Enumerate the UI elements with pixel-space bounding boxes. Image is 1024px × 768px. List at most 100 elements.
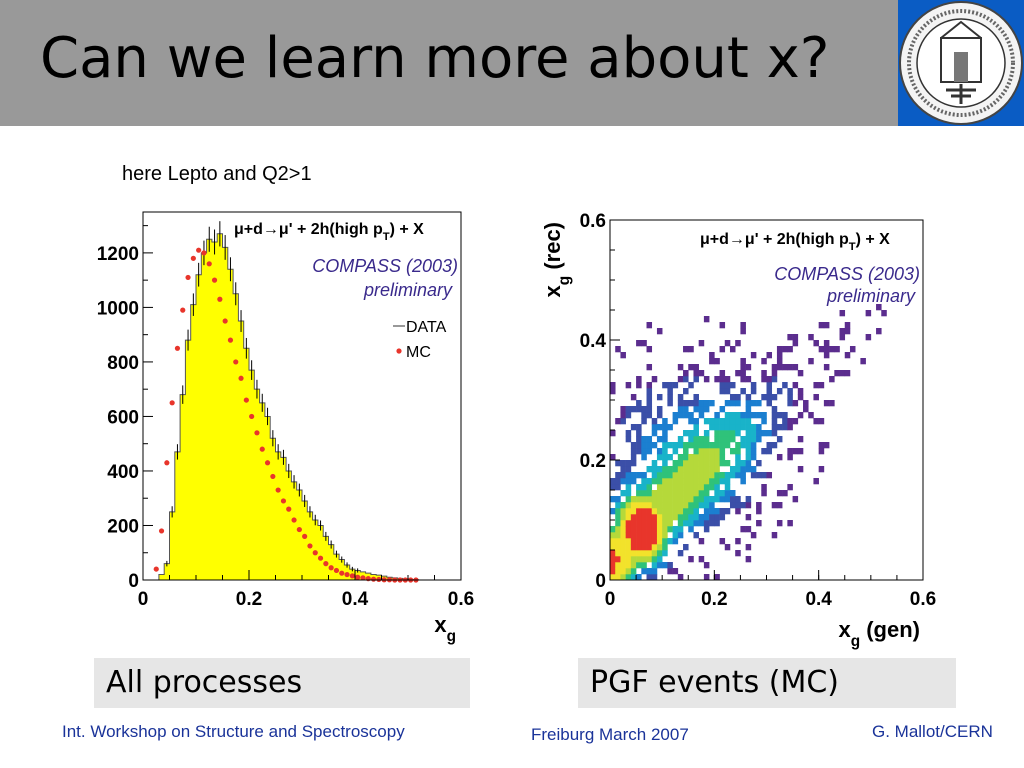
heatmap-cell xyxy=(818,442,825,449)
heatmap-cell xyxy=(735,424,741,431)
heatmap-cell xyxy=(818,466,825,473)
heatmap-cell xyxy=(766,394,773,401)
heatmap-cell xyxy=(641,490,647,497)
heatmap-cell xyxy=(641,568,647,575)
mc-point xyxy=(280,498,287,504)
heatmap-cell xyxy=(620,574,626,581)
heatmap-cell xyxy=(703,520,710,527)
heatmap-cell xyxy=(865,310,872,317)
heatmap-cell xyxy=(776,412,783,419)
heatmap-cell xyxy=(782,412,788,419)
heatmap-cell xyxy=(615,418,621,425)
heatmap-cell xyxy=(677,532,684,539)
heatmap-cell xyxy=(620,550,626,557)
heatmap-cell xyxy=(656,544,663,551)
heatmap-cell xyxy=(698,442,705,449)
heatmap-cell xyxy=(829,376,835,383)
heatmap-cell xyxy=(620,502,626,509)
heatmap-cell xyxy=(703,496,710,503)
heatmap-cell xyxy=(651,544,658,551)
heatmap-cell xyxy=(703,574,710,581)
heatmap-cell xyxy=(662,514,668,521)
heatmap-cell xyxy=(745,454,752,461)
mc-point xyxy=(217,296,223,302)
heatmap-cell xyxy=(630,520,637,527)
heatmap-cell xyxy=(719,508,726,515)
heatmap-cell xyxy=(610,526,616,533)
heatmap-cell xyxy=(761,358,767,365)
heatmap-cell xyxy=(703,460,710,467)
heatmap-cell xyxy=(698,370,705,377)
heatmap-cell xyxy=(771,442,778,449)
heatmap-cell xyxy=(620,490,626,497)
heatmap-cell xyxy=(651,520,658,527)
heatmap-cell xyxy=(651,424,658,431)
heatmap-cell xyxy=(698,454,705,461)
heatmap-cell xyxy=(615,538,621,545)
heatmap-cell xyxy=(677,472,684,479)
heatmap-cell xyxy=(625,514,632,521)
heatmap-cell xyxy=(693,490,699,497)
heatmap-cell xyxy=(823,322,830,329)
heatmap-cell xyxy=(745,364,752,371)
heatmap-cell xyxy=(714,430,720,437)
y-tick-label: 800 xyxy=(107,353,139,374)
heatmap-cell xyxy=(630,448,637,455)
heatmap-cell xyxy=(729,490,736,497)
heatmap-cell xyxy=(761,430,767,437)
heatmap-cell xyxy=(641,412,647,419)
mc-point xyxy=(222,318,228,324)
heatmap-cell xyxy=(714,514,720,521)
heatmap-cell xyxy=(636,406,642,413)
mc-point xyxy=(312,550,318,556)
heatmap-cell xyxy=(651,526,658,533)
heatmap-cell xyxy=(714,424,720,431)
heatmap-cell xyxy=(771,364,778,371)
heatmap-cell xyxy=(688,520,694,527)
heatmap-cell xyxy=(641,508,647,515)
x-tick-label: 0.4 xyxy=(342,589,369,610)
heatmap-cell xyxy=(709,352,715,359)
heatmap-cell xyxy=(620,466,626,473)
heatmap-cell xyxy=(698,460,705,467)
mc-point xyxy=(370,576,377,582)
heatmap-cell xyxy=(636,532,642,539)
heatmap-cell xyxy=(630,424,637,431)
heatmap-cell xyxy=(693,424,699,431)
heatmap-cell xyxy=(615,472,621,479)
heatmap-cell xyxy=(724,340,731,347)
mc-point xyxy=(317,555,324,561)
heatmap-cell xyxy=(766,442,773,449)
y-tick-label: 1200 xyxy=(97,244,139,265)
heatmap-cell xyxy=(719,442,726,449)
heatmap-cell xyxy=(750,388,757,395)
heatmap-cell xyxy=(651,556,658,563)
heatmap-cell xyxy=(641,406,647,413)
heatmap-cell xyxy=(693,514,699,521)
heatmap-cell xyxy=(709,496,715,503)
heatmap-cell xyxy=(709,448,715,455)
heatmap-cell xyxy=(787,346,793,353)
heatmap-cell xyxy=(740,436,746,443)
heatmap-cell xyxy=(797,388,804,395)
heatmap-cell xyxy=(662,538,668,545)
heatmap-cell xyxy=(610,556,616,563)
heatmap-cell xyxy=(620,568,626,575)
heatmap-cell xyxy=(662,454,668,461)
heatmap-cell xyxy=(703,376,710,383)
heatmap-cell xyxy=(651,472,658,479)
heatmap-cell xyxy=(667,502,673,509)
heatmap-cell xyxy=(698,448,705,455)
heatmap-cell xyxy=(703,400,710,407)
heatmap-cell xyxy=(656,424,663,431)
heatmap-cell xyxy=(646,574,653,581)
heatmap-cell xyxy=(709,400,715,407)
mc-point xyxy=(270,473,276,480)
heatmap-cell xyxy=(745,418,752,425)
heatmap-cell xyxy=(729,418,736,425)
heatmap-cell xyxy=(615,508,621,515)
heatmap-cell xyxy=(688,556,694,563)
heatmap-cell xyxy=(656,394,663,401)
heatmap-cell xyxy=(724,484,731,491)
heatmap-cell xyxy=(797,412,804,419)
